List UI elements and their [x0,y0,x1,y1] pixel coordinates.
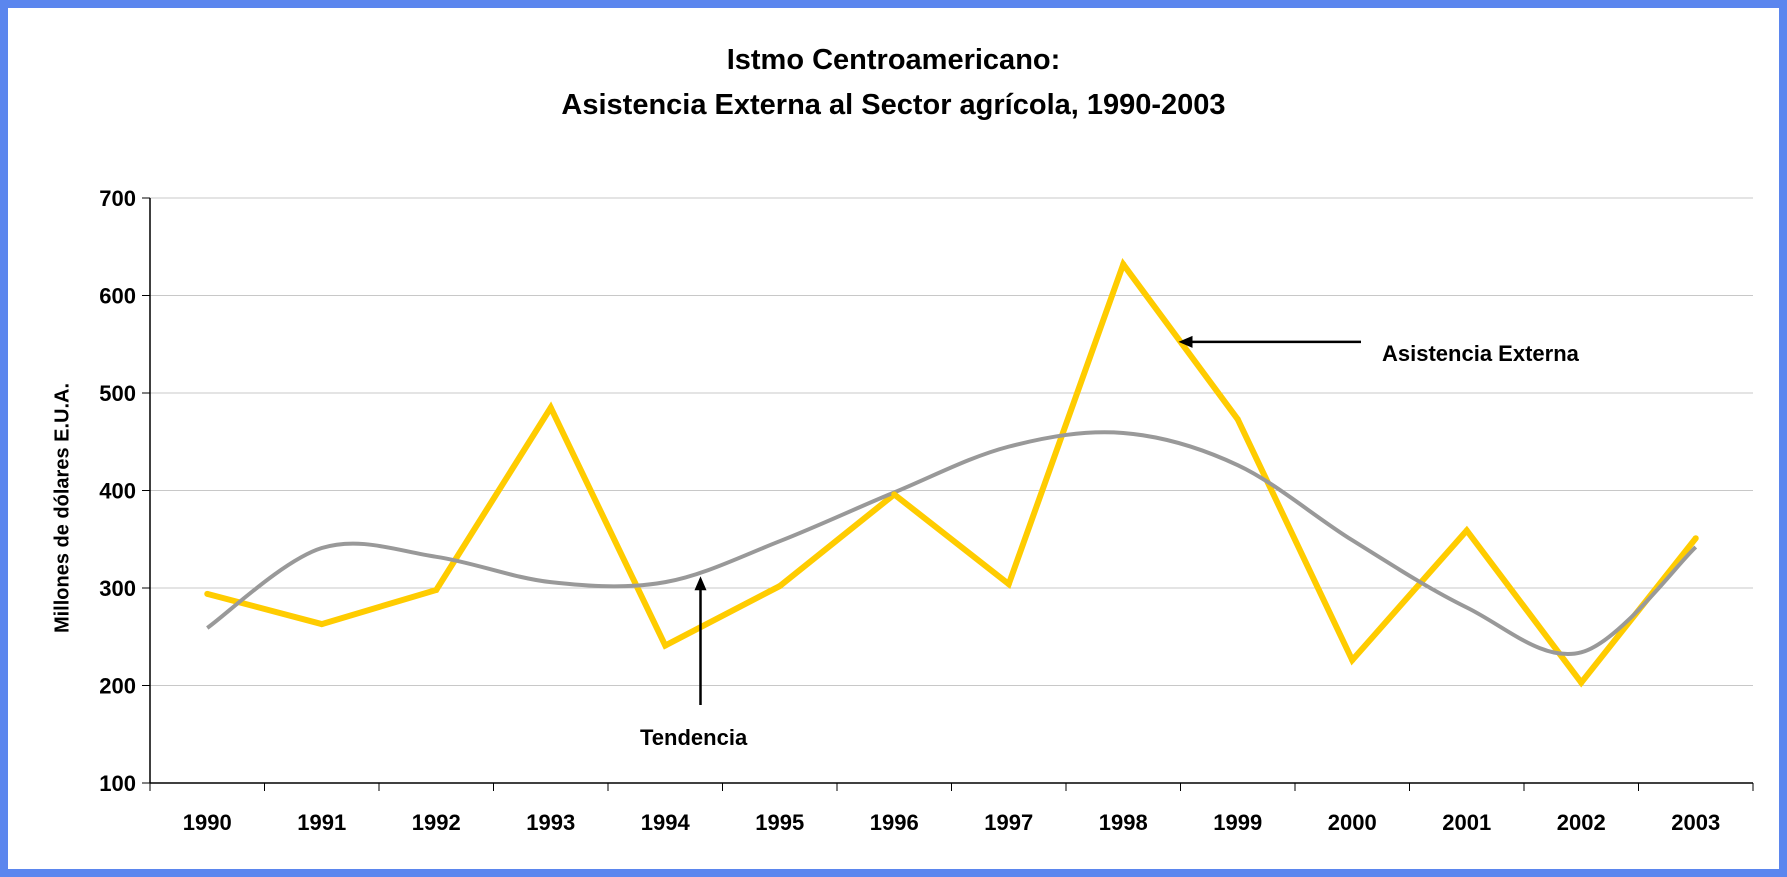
annotation-asistencia-externa: Asistencia Externa [1382,341,1579,366]
series-line-asistencia-externa [206,257,1699,688]
point-asistencia-1994 [662,642,669,649]
chart-title-line-2: Asistencia Externa al Sector agrícola, 1… [561,89,1226,121]
point-asistencia-1996 [891,491,898,498]
x-tick-label-1995: 1995 [755,810,804,835]
point-asistencia-1995 [776,583,783,590]
annotation-tendencia: Tendencia [640,725,748,750]
point-asistencia-2002 [1578,679,1585,686]
y-tick-label-700: 700 [99,186,136,211]
point-asistencia-1991 [318,621,325,628]
x-tick-label-1997: 1997 [984,810,1033,835]
x-tick-label-1993: 1993 [526,810,575,835]
y-tick-label-500: 500 [99,381,136,406]
x-tick-label-1992: 1992 [412,810,461,835]
x-tick-label-1998: 1998 [1099,810,1148,835]
point-asistencia-1997 [1005,581,1012,588]
y-tick-label-200: 200 [99,674,136,699]
point-asistencia-2001 [1463,527,1470,534]
y-tick-label-100: 100 [99,771,136,796]
y-tick-label-400: 400 [99,479,136,504]
x-tick-label-2001: 2001 [1442,810,1491,835]
chart-plot: 100 200 300 400 500 600 700 1990 1991 1992 1993 199… [99,186,1754,835]
x-tick-label-2002: 2002 [1557,810,1606,835]
point-asistencia-2000 [1349,657,1356,664]
x-tick-label-2000: 2000 [1328,810,1377,835]
point-asistencia-1998 [1120,261,1127,268]
x-tick-label-2003: 2003 [1671,810,1720,835]
point-asistencia-1999 [1234,416,1241,423]
series-line-tendencia [206,430,1698,656]
chart-frame: Istmo Centroamericano: Asistencia Extern… [8,8,1779,869]
x-tick-label-1990: 1990 [183,810,232,835]
point-asistencia-1993 [547,404,554,411]
chart-title-line-1: Istmo Centroamericano: [726,44,1061,76]
y-tick-label-300: 300 [99,576,136,601]
x-tick-label-1999: 1999 [1213,810,1262,835]
x-tick-label-1996: 1996 [870,810,919,835]
point-asistencia-1992 [433,586,440,593]
y-tick-label-600: 600 [99,284,136,309]
arrow-tendencia-head [694,576,707,591]
point-asistencia-1990 [204,590,211,597]
point-asistencia-2003 [1692,535,1699,542]
x-tick-label-1994: 1994 [641,810,691,835]
arrow-asistencia-head [1178,335,1193,348]
x-tick-label-1991: 1991 [297,810,346,835]
